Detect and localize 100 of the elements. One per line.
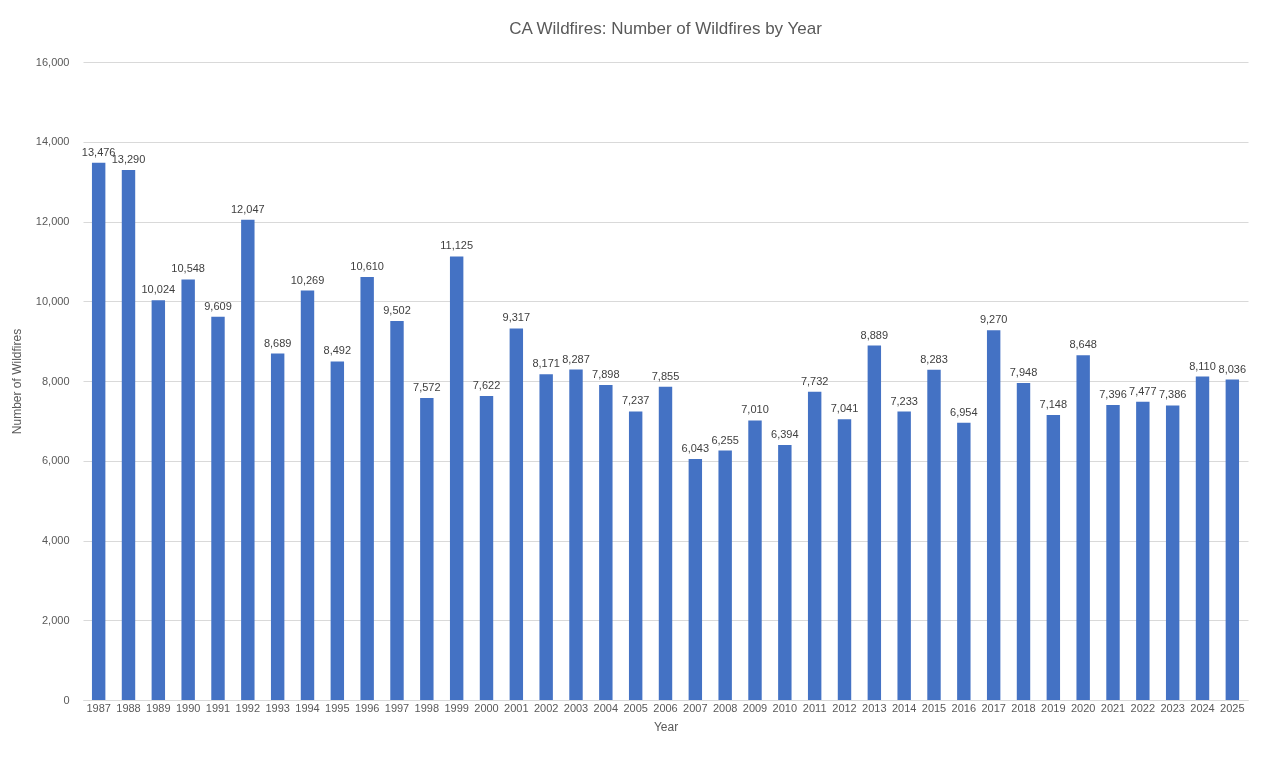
bar [628,411,643,700]
data-label: 8,492 [323,344,352,357]
data-label: 7,948 [1009,366,1038,379]
data-label: 7,477 [1129,384,1157,397]
bar [330,361,345,700]
x-tick-label: 2020 [1070,701,1096,714]
x-tick-label: 2009 [742,701,768,714]
x-tick-label: 2022 [1130,701,1156,714]
x-tick-label: 2005 [623,701,648,714]
bar [181,279,195,700]
data-label: 7,572 [413,381,441,394]
y-tick-label: 10,000 [35,294,70,307]
data-label: 7,233 [890,394,918,407]
x-tick-label: 1994 [295,701,320,714]
data-label: 7,041 [830,402,859,415]
bar [778,445,792,700]
x-tick-label: 1989 [146,701,171,714]
bar [1046,414,1061,700]
x-tick-label: 1995 [325,701,350,714]
x-tick-label: 1991 [205,701,231,714]
bar [270,353,285,700]
data-label: 9,502 [383,304,411,317]
bar [867,345,882,700]
bar [449,256,464,700]
data-label: 8,036 [1218,362,1247,375]
bar [1225,379,1240,700]
x-tick-label: 2025 [1220,701,1245,714]
x-tick-label: 2006 [653,701,678,714]
x-tick-label: 1988 [116,701,141,714]
x-tick-label: 1992 [235,701,261,714]
bar [837,419,852,700]
data-label: 9,270 [979,313,1008,326]
data-label: 9,609 [204,299,232,312]
data-label: 6,954 [950,405,978,418]
bar [599,385,613,700]
bar [897,411,911,700]
bar [509,328,524,700]
data-label: 6,394 [771,428,799,441]
data-label: 8,283 [920,352,948,365]
x-tick-label: 2023 [1160,701,1185,714]
data-label: 12,047 [231,202,265,215]
x-tick-label: 1987 [86,701,111,714]
x-tick-label: 2008 [712,701,738,714]
y-tick-label: 0 [63,693,70,706]
x-tick-label: 2012 [832,701,857,714]
x-tick-label: 1998 [414,701,440,714]
bar [479,396,494,700]
bar [121,170,136,700]
bar [1136,401,1150,700]
x-tick-label: 2010 [772,701,798,714]
bar [569,369,583,700]
x-tick-label: 1996 [354,701,380,714]
bar [1016,383,1031,700]
data-label: 8,889 [860,328,889,341]
bar [1165,405,1180,700]
data-label: 7,855 [651,369,680,382]
x-tick-label: 2001 [504,701,529,714]
x-tick-label: 1993 [265,701,290,714]
data-label: 9,317 [502,311,531,324]
y-tick-label: 12,000 [35,215,70,227]
bar [658,386,673,700]
bar [807,391,822,700]
x-tick-label: 2004 [593,701,619,714]
bar [241,219,255,700]
x-tick-label: 2000 [474,701,499,714]
data-label: 10,269 [290,273,325,286]
x-tick-label: 2013 [862,701,887,714]
data-label: 7,898 [592,368,620,381]
bar [688,459,703,700]
bar [748,420,762,700]
y-tick-label: 2,000 [41,613,70,626]
x-tick-label: 2019 [1041,701,1066,714]
bar [91,162,106,700]
bar [986,330,1001,700]
bar [718,450,732,700]
x-tick-label: 1999 [444,701,469,714]
data-label: 7,148 [1039,397,1068,410]
x-tick-label: 2017 [981,701,1006,714]
bar [300,290,315,700]
data-label: 8,648 [1069,338,1097,351]
bar [360,276,374,700]
y-axis-title: Number of Wildfires [9,328,24,435]
x-tick-label: 2024 [1190,701,1215,714]
data-label: 7,396 [1099,388,1127,401]
data-label: 8,110 [1189,359,1216,372]
data-label: 6,043 [681,442,710,455]
data-label: 7,732 [800,374,829,387]
x-tick-label: 1997 [384,701,410,714]
x-tick-label: 1990 [175,701,201,714]
data-label: 7,622 [472,379,501,392]
bar [927,369,941,700]
chart-title: CA Wildfires: Number of Wildfires by Year [509,19,823,38]
x-tick-label: 2014 [891,701,917,714]
x-tick-label: 2015 [921,701,947,714]
data-label: 8,287 [562,352,590,365]
data-label: 8,689 [263,336,292,349]
y-tick-label: 4,000 [41,534,70,546]
bar [390,321,404,700]
y-tick-label: 8,000 [41,374,70,387]
data-label: 7,237 [621,394,650,407]
